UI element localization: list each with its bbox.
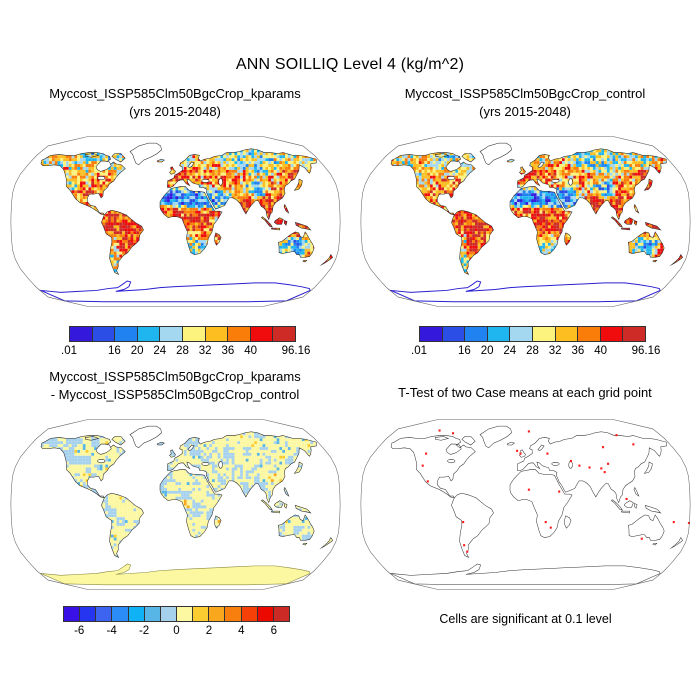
- colorbar-tick-label: 20: [130, 345, 144, 357]
- map-control: [357, 129, 694, 314]
- colorbar-box: [622, 326, 646, 342]
- colorbar-tick-label: 28: [176, 345, 189, 357]
- colorbar-ticks: -6 -4 -2 0 2 4 6: [63, 606, 290, 642]
- colorbar-tick-label: 32: [198, 345, 212, 357]
- panel-title-line: Myccost_ISSP585Clm50BgcCrop_kparams: [49, 369, 301, 384]
- colorbar-tick-label: 96.16: [281, 345, 311, 357]
- colorbar-tick-label: -2: [138, 625, 150, 637]
- colorbar-ticks: .01 16 20 24 28 32 36 40 96.16: [61, 326, 310, 362]
- colorbar-control: .01 16 20 24 28 32 36 40 96.16: [411, 326, 660, 362]
- colorbar-strip: [69, 326, 296, 342]
- significance-caption: Cells are significant at 0.1 level: [439, 612, 612, 626]
- colorbar-strip: [63, 606, 290, 622]
- colorbar-tick-label: -6: [74, 625, 85, 637]
- page-title: ANN SOILLIQ Level 4 (kg/m^2): [235, 56, 465, 73]
- colorbar-tick-label: 24: [503, 345, 517, 357]
- panel-title-line: Myccost_ISSP585Clm50BgcCrop_control: [404, 86, 646, 101]
- panel-title-line: T-Test of two Case means at each grid po…: [398, 385, 652, 400]
- colorbar-box: [272, 606, 290, 622]
- colorbar-tick-label: 24: [153, 345, 167, 357]
- colorbar-tick-label: 16: [107, 345, 121, 357]
- panel-title-line: (yrs 2015-2048): [129, 104, 221, 119]
- panel-title-control: Myccost_ISSP585Clm50BgcCrop_control (yrs…: [350, 85, 700, 121]
- map-canvas-control: [357, 129, 694, 314]
- colorbar-tick-label: 16: [457, 345, 471, 357]
- colorbar-tick-label: 2: [205, 625, 213, 637]
- colorbar-tick-label: 36: [221, 345, 235, 357]
- colorbar-strip: [419, 326, 646, 342]
- map-canvas-ttest: [357, 412, 694, 597]
- colorbar-tick-label: 36: [571, 345, 585, 357]
- map-canvas-difference: [7, 412, 344, 597]
- map-ttest: [357, 412, 694, 597]
- panel-title-kparams: Myccost_ISSP585Clm50BgcCrop_kparams (yrs…: [0, 85, 350, 121]
- panel-title-line: - Myccost_ISSP585Clm50BgcCrop_control: [50, 387, 300, 402]
- panel-title-line: (yrs 2015-2048): [479, 104, 571, 119]
- colorbar-tick-label: 32: [548, 345, 562, 357]
- panel-title-line: Myccost_ISSP585Clm50BgcCrop_kparams: [49, 86, 301, 101]
- colorbar-ticks: .01 16 20 24 28 32 36 40 96.16: [411, 326, 660, 362]
- colorbar-kparams: .01 16 20 24 28 32 36 40 96.16: [61, 326, 310, 362]
- map-canvas-kparams: [7, 129, 344, 314]
- colorbar-tick-label: 4: [238, 625, 245, 637]
- panel-title-difference: Myccost_ISSP585Clm50BgcCrop_kparams - My…: [0, 368, 350, 404]
- colorbar-tick-label: 96.16: [631, 345, 661, 357]
- colorbar-tick-label: 40: [244, 345, 257, 357]
- colorbar-tick-label: .01: [411, 345, 427, 357]
- map-difference: [7, 412, 344, 597]
- colorbar-difference: -6 -4 -2 0 2 4 6: [63, 606, 290, 642]
- colorbar-tick-label: -4: [106, 625, 117, 637]
- panel-title-ttest: T-Test of two Case means at each grid po…: [350, 384, 700, 402]
- colorbar-tick-label: 0: [173, 625, 180, 637]
- colorbar-box: [272, 326, 296, 342]
- colorbar-tick-label: 6: [270, 625, 277, 637]
- colorbar-tick-label: 40: [594, 345, 607, 357]
- colorbar-tick-label: 20: [480, 345, 494, 357]
- colorbar-tick-label: .01: [61, 345, 77, 357]
- map-kparams: [7, 129, 344, 314]
- colorbar-tick-label: 28: [526, 345, 539, 357]
